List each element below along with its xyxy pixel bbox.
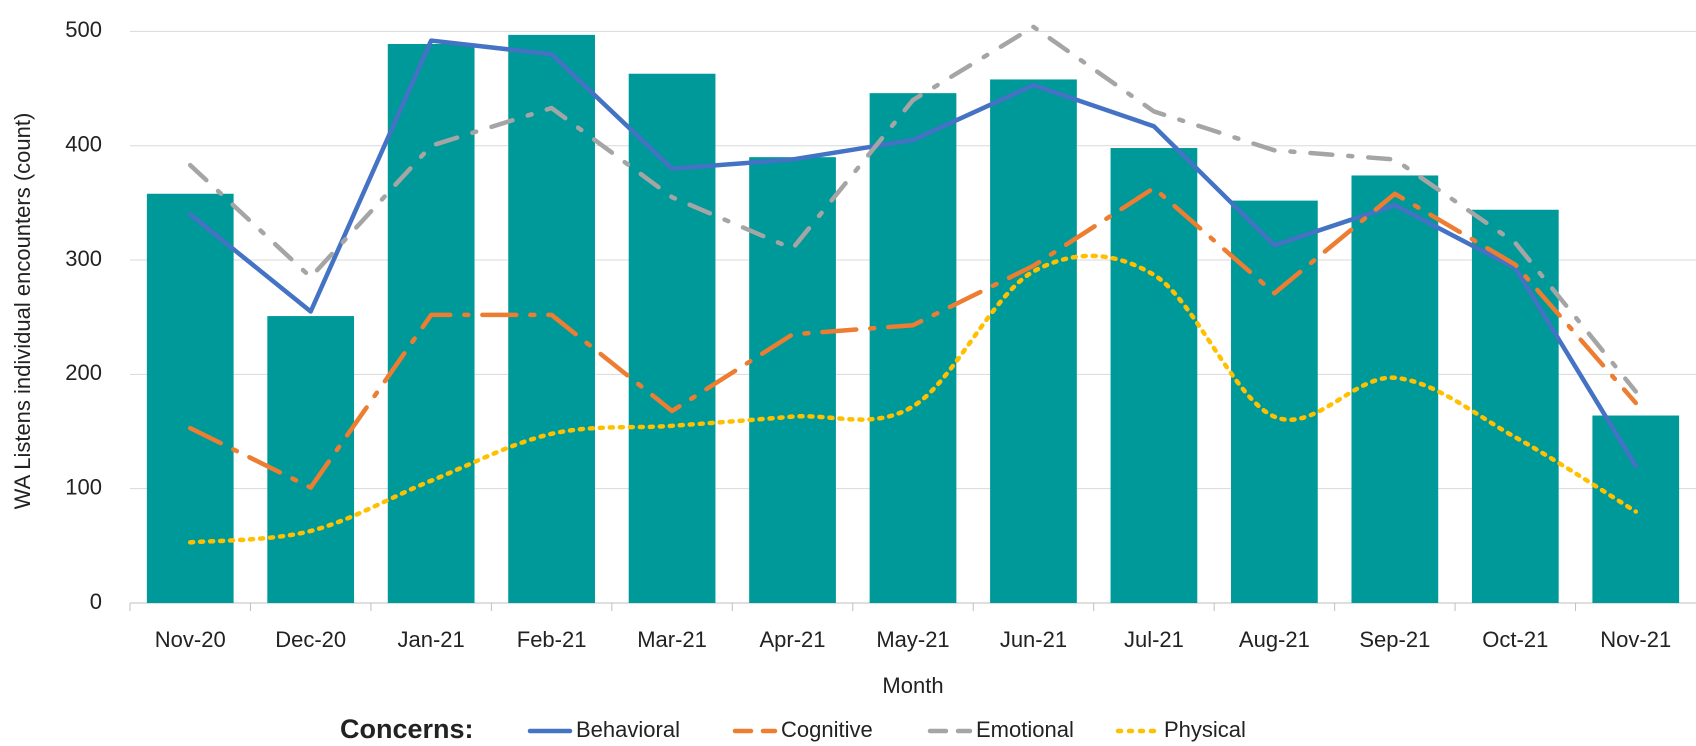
line-emotional: [187, 24, 1639, 394]
x-tick-label: Sep-21: [1359, 627, 1430, 652]
legend-label: Cognitive: [781, 717, 873, 742]
bar: [1592, 415, 1680, 603]
x-axis-label: Month: [882, 673, 943, 698]
line-cognitive: [187, 185, 1639, 490]
y-tick-label: 0: [90, 589, 102, 614]
bar: [508, 34, 595, 604]
x-tick-label: Jul-21: [1124, 627, 1184, 652]
y-tick-label: 200: [65, 360, 102, 385]
line-physical: [187, 253, 1639, 545]
legend-label: Behavioral: [576, 717, 680, 742]
bar: [990, 79, 1077, 604]
y-tick-label: 300: [65, 246, 102, 271]
y-tick-label: 100: [65, 474, 102, 499]
bar: [1231, 200, 1318, 603]
line-behavioral: [187, 38, 1639, 469]
x-tick-label: Aug-21: [1239, 627, 1310, 652]
x-tick-label: Dec-20: [275, 627, 346, 652]
x-tick-label: Jan-21: [398, 627, 465, 652]
x-tick-label: Apr-21: [760, 627, 826, 652]
bar: [387, 44, 475, 604]
x-tick-label: Nov-20: [155, 627, 226, 652]
x-tick-label: Feb-21: [517, 627, 587, 652]
legend-label: Physical: [1164, 717, 1246, 742]
x-tick-label: Oct-21: [1482, 627, 1548, 652]
legend-label: Emotional: [976, 717, 1074, 742]
x-tick-label: Mar-21: [637, 627, 707, 652]
x-tick-label: Nov-21: [1600, 627, 1671, 652]
bar: [749, 157, 836, 604]
y-tick-label: 400: [65, 132, 102, 157]
legend-title: Concerns:: [340, 714, 474, 744]
bar: [1110, 148, 1198, 603]
bar: [628, 73, 716, 604]
x-tick-label: Jun-21: [1000, 627, 1067, 652]
bar: [869, 93, 957, 604]
bar: [267, 316, 355, 603]
y-tick-label: 500: [65, 17, 102, 42]
bar: [1351, 175, 1439, 603]
y-axis-label: WA Listens individual encounters (count): [10, 113, 35, 510]
x-tick-label: May-21: [876, 627, 949, 652]
bar: [146, 193, 234, 603]
